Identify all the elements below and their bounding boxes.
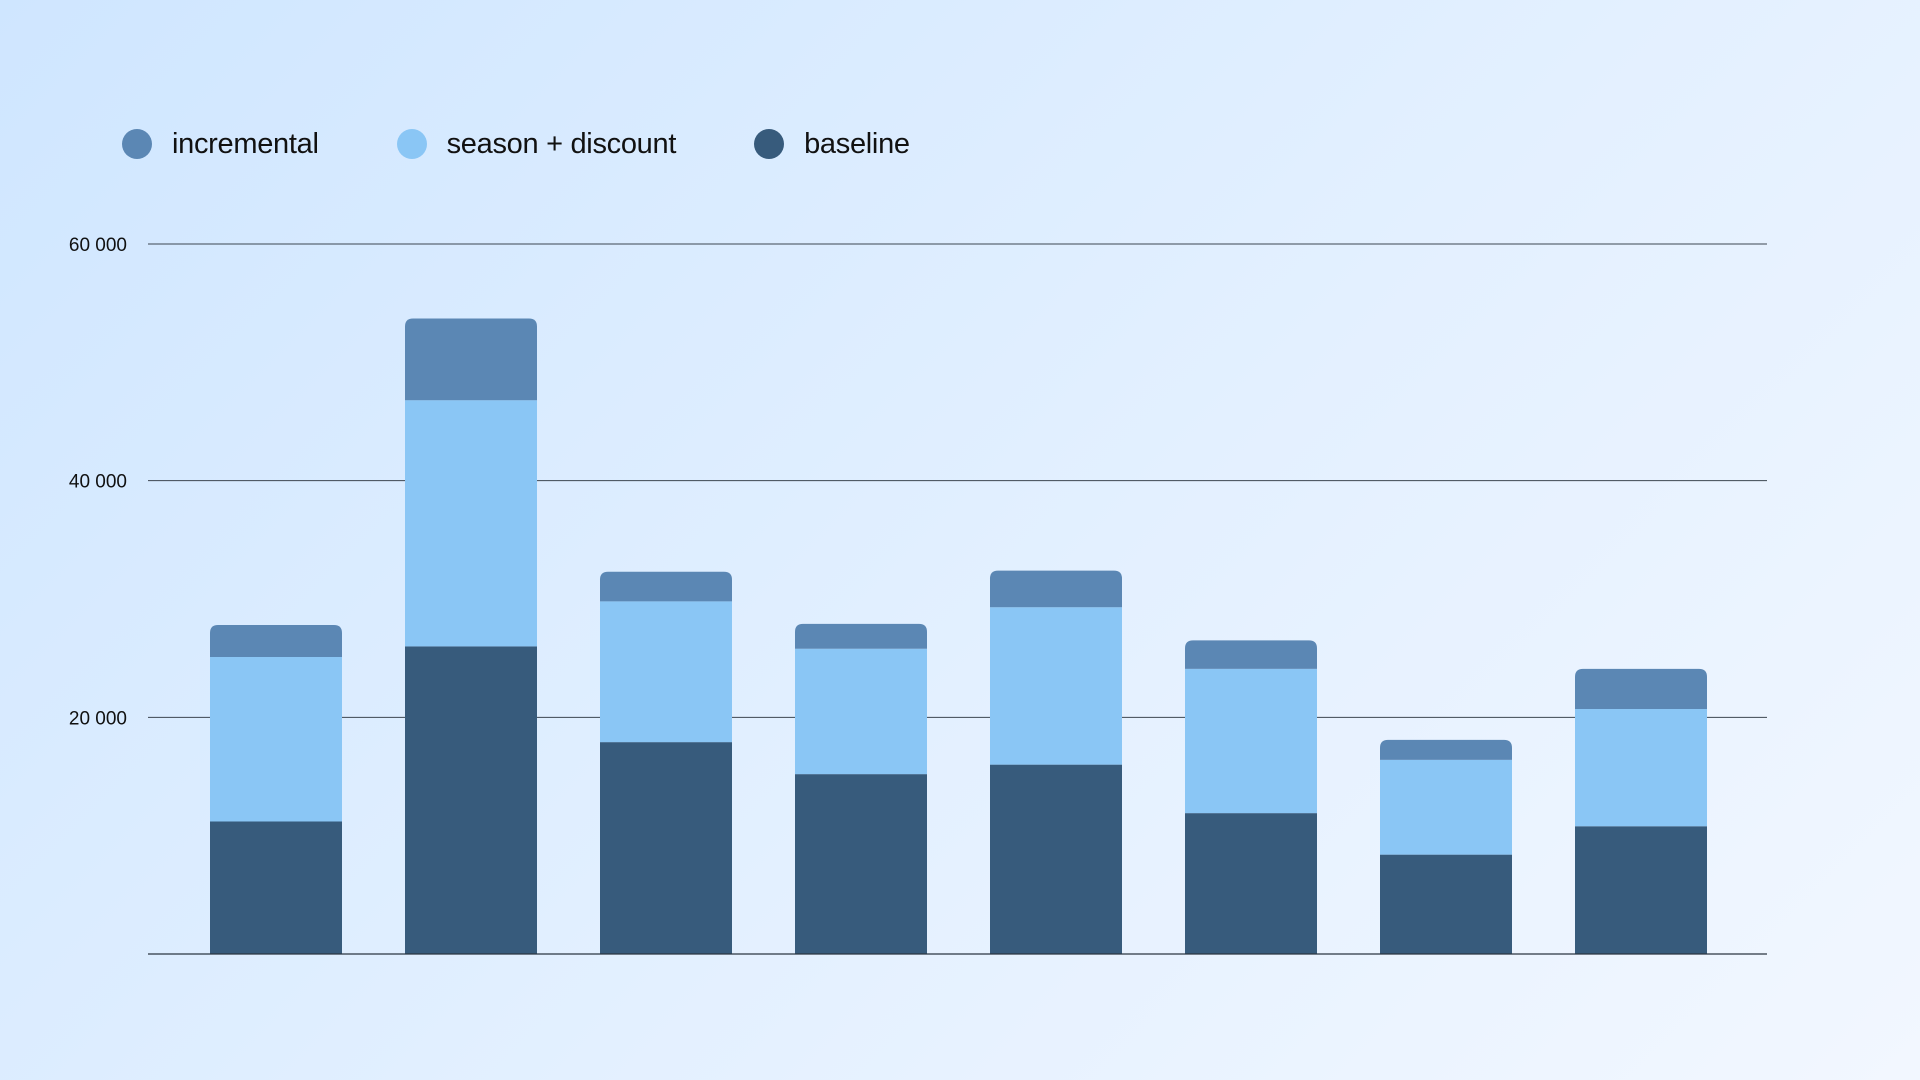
legend-swatch	[396, 129, 427, 159]
bar-segment-season-discount	[600, 601, 732, 743]
bar-segment-incremental	[210, 625, 342, 657]
legend-item-season-discount: season + discount	[396, 127, 677, 161]
bar-segment-incremental	[1575, 668, 1707, 710]
y-tick-label: 60 000	[69, 235, 127, 256]
y-tick-label: 40 000	[69, 472, 127, 493]
bar-segment-incremental	[405, 318, 537, 401]
legend-item-baseline: baseline	[754, 128, 910, 161]
bar-segment-incremental	[1380, 739, 1512, 760]
bar-segment-baseline	[1185, 813, 1317, 954]
bar-segment-baseline	[795, 774, 927, 954]
legend-item-incremental: incremental	[122, 128, 319, 161]
y-tick-label: 20 000	[69, 708, 127, 729]
bar-segment-baseline	[1575, 826, 1707, 954]
bar-segment-season-discount	[210, 656, 342, 822]
bar-segment-season-discount	[405, 400, 537, 647]
legend-label: baseline	[804, 127, 910, 160]
bar-segment-incremental	[990, 570, 1122, 608]
legend-label: season + discount	[446, 127, 677, 160]
bar-segment-baseline	[210, 821, 342, 954]
bar-segment-baseline	[405, 646, 537, 954]
bar-segment-incremental	[600, 571, 732, 602]
legend-swatch	[754, 129, 785, 159]
bars	[210, 318, 1707, 954]
bar-segment-baseline	[990, 764, 1122, 954]
bar-segment-season-discount	[795, 648, 927, 775]
chart-legend: incremental season + discount baseline	[122, 124, 988, 164]
bar-segment-season-discount	[1185, 668, 1317, 814]
gridlines	[148, 243, 1767, 718]
legend-label: incremental	[172, 127, 319, 160]
legend-swatch	[122, 129, 152, 159]
bar-segment-season-discount	[990, 607, 1122, 765]
bar-segment-incremental	[1185, 640, 1317, 669]
bar-segment-incremental	[795, 623, 927, 649]
bar-segment-baseline	[600, 742, 732, 954]
y-axis-ticks: 20 000 40 000 60 000	[69, 235, 127, 729]
bar-segment-baseline	[1380, 854, 1512, 954]
bar-segment-season-discount	[1575, 709, 1707, 827]
bar-segment-season-discount	[1380, 759, 1512, 855]
